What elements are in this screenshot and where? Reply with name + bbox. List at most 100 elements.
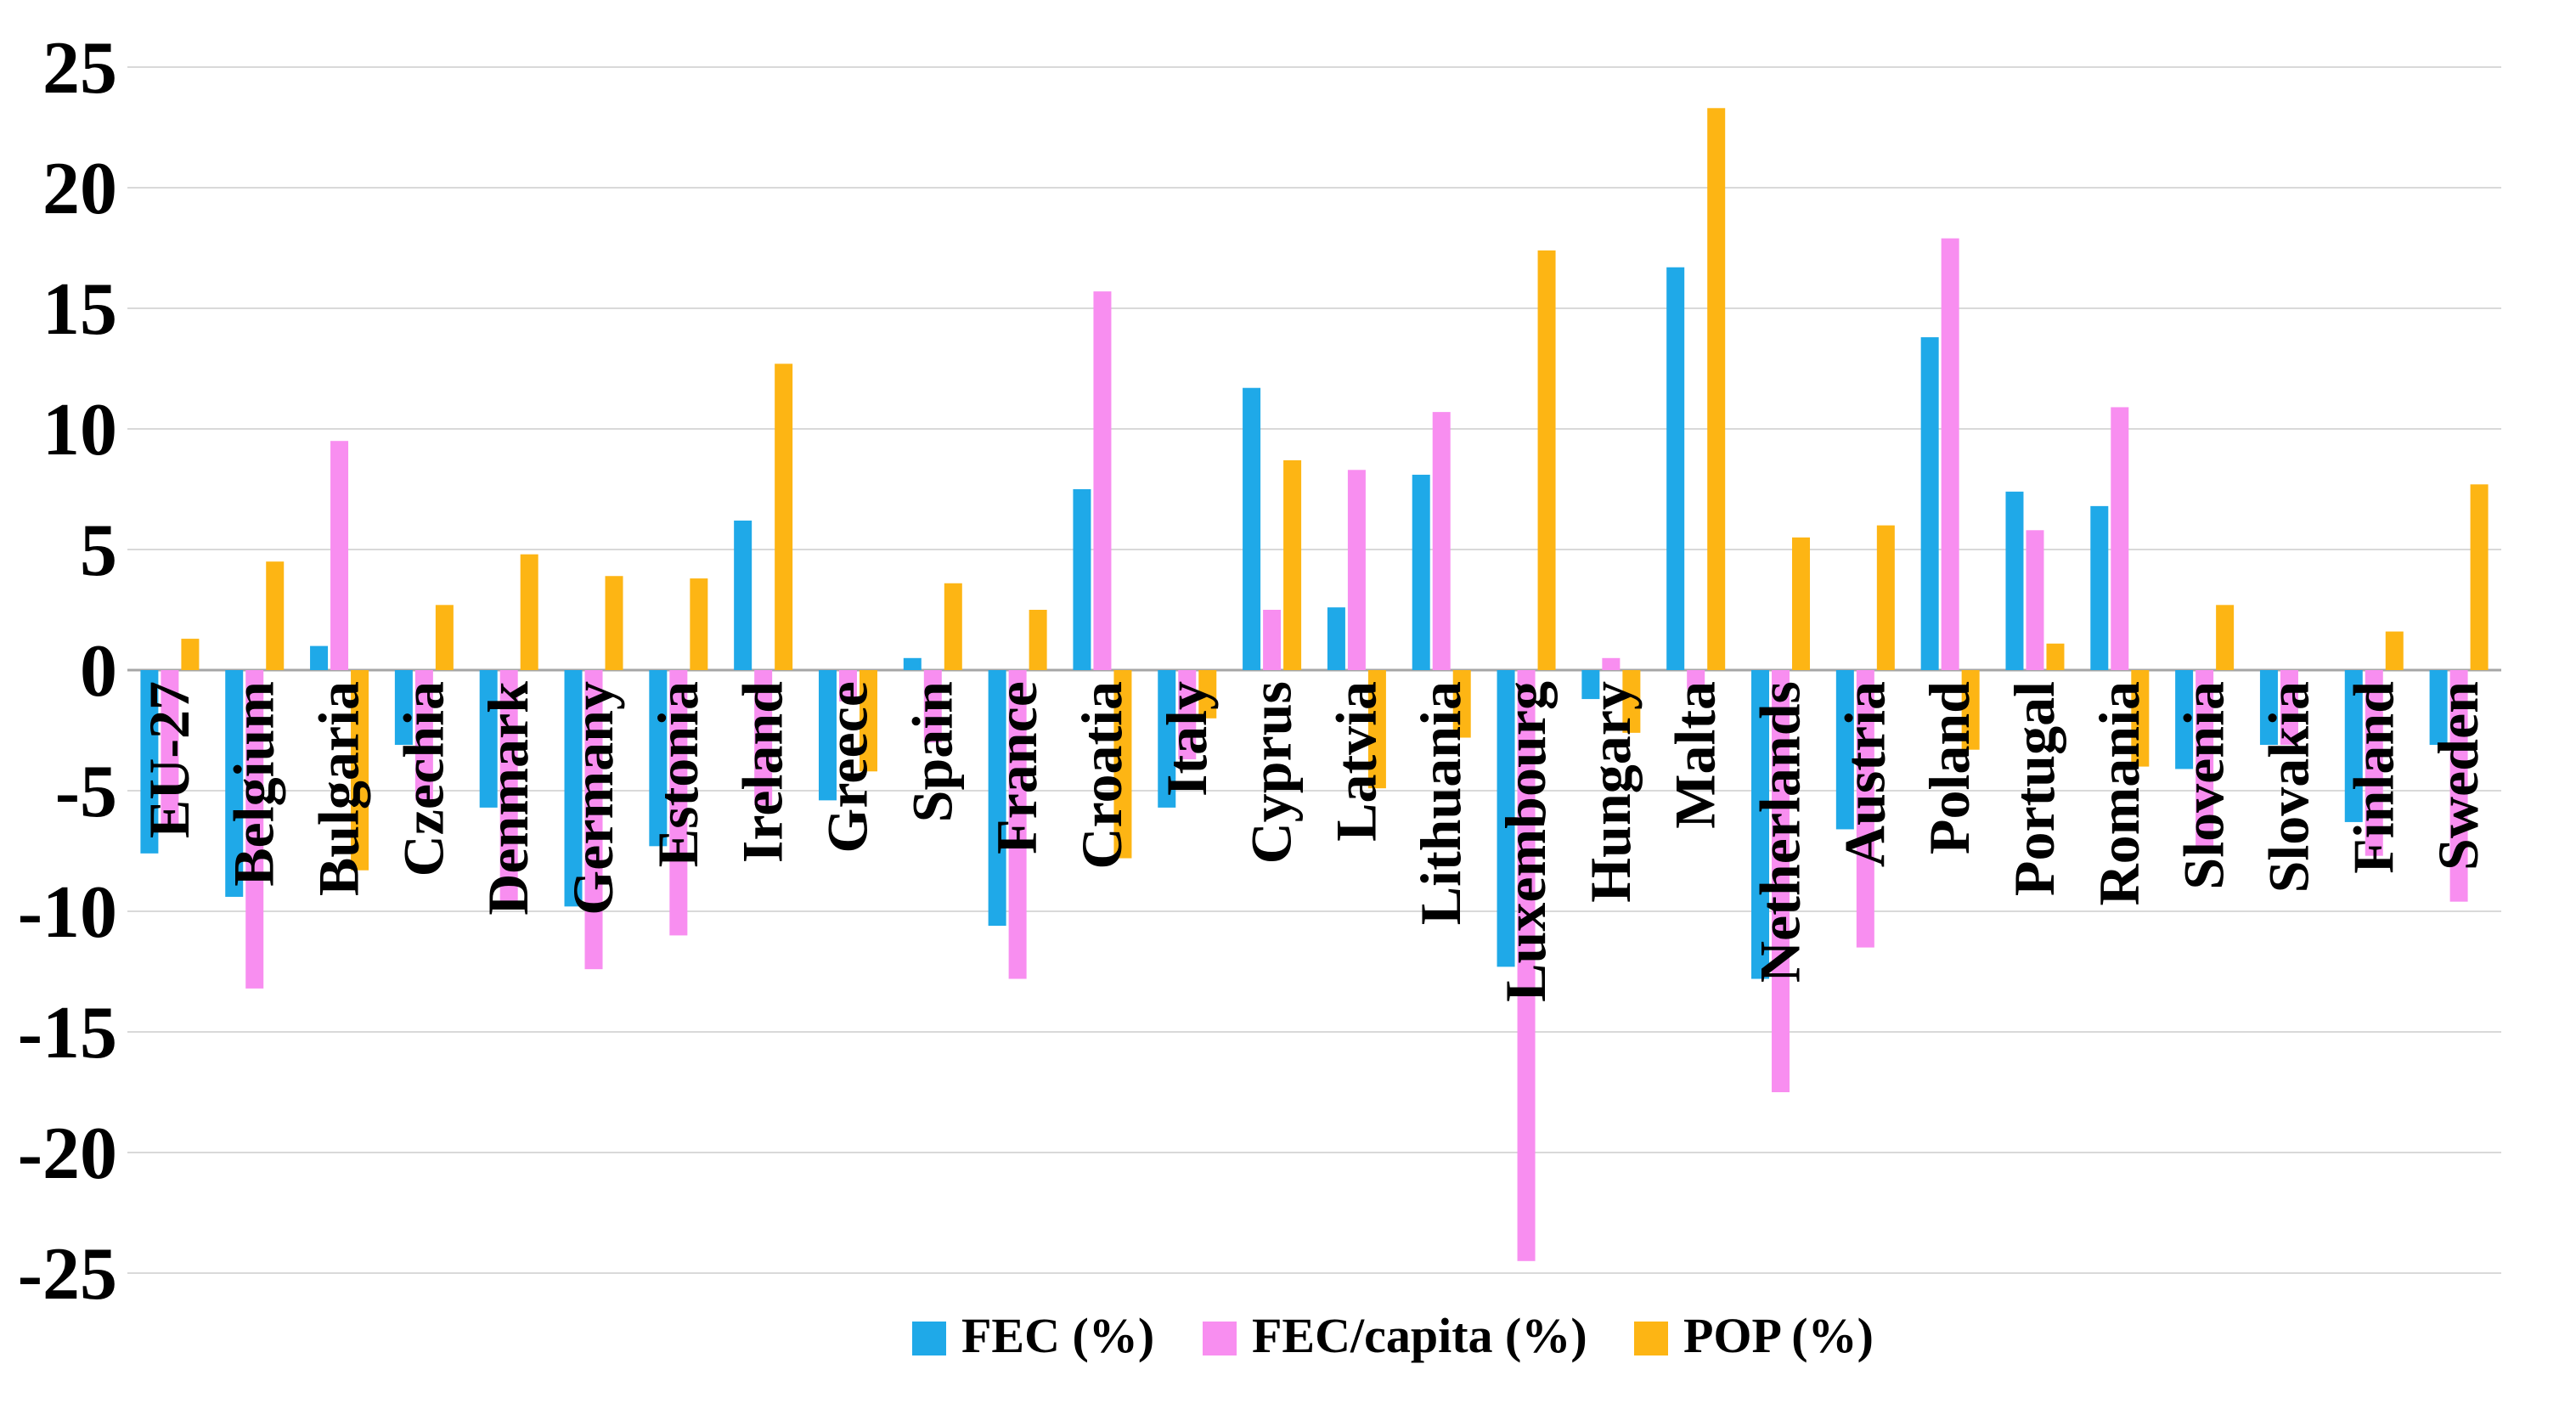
bar-feccapita-bulgaria (330, 441, 349, 670)
x-axis-category-label: Bulgaria (307, 681, 371, 896)
bar-fec-poland (1920, 337, 1939, 670)
bar-feccapita-spain (923, 670, 942, 743)
x-axis-category-label: France (984, 681, 1049, 854)
bar-feccapita-netherlands (1772, 670, 1790, 1092)
bar-pop-romania (2131, 670, 2150, 767)
bar-feccapita-croatia (1093, 291, 1112, 670)
bar-fec-eu-27 (140, 670, 159, 854)
x-axis-category-label: Czechia (391, 681, 455, 876)
bar-fec-bulgaria (310, 645, 329, 670)
bar-feccapita-hungary (1602, 657, 1621, 670)
bar-fec-hungary (1581, 670, 1600, 700)
x-axis-category-label: Malta (1663, 681, 1728, 829)
legend-swatch (1203, 1322, 1237, 1355)
bar-fec-sweden (2429, 670, 2448, 746)
x-axis-category-label: Italy (1154, 681, 1219, 797)
bar-fec-france (988, 670, 1006, 927)
bar-pop-ireland (775, 364, 793, 670)
bar-fec-malta (1666, 267, 1685, 670)
y-axis-tick-label: 20 (42, 148, 117, 230)
bar-feccapita-malta (1687, 670, 1705, 690)
bar-fec-czechia (394, 670, 413, 746)
y-axis-tick-label: -25 (18, 1233, 117, 1316)
bar-fec-cyprus (1243, 387, 1261, 670)
legend-item: POP (%) (1634, 1308, 1874, 1363)
bar-pop-czechia (435, 605, 454, 670)
bar-fec-belgium (225, 670, 244, 897)
bar-pop-cyprus (1283, 459, 1302, 670)
bar-fec-ireland (734, 520, 753, 670)
bar-fec-latvia (1327, 607, 1345, 670)
bar-pop-sweden (2470, 484, 2489, 670)
bar-pop-finland (2385, 631, 2404, 670)
bar-pop-denmark (520, 554, 538, 670)
x-axis-category-label: Austria (1832, 681, 1897, 867)
x-axis-category-label: Romania (2087, 681, 2151, 905)
y-axis-tick-label: 25 (42, 27, 117, 110)
legend-item: FEC (%) (912, 1308, 1154, 1363)
bar-fec-finland (2344, 670, 2363, 822)
bar-feccapita-germany (584, 670, 603, 970)
bar-feccapita-finland (2365, 670, 2383, 856)
bar-pop-lithuania (1452, 670, 1471, 738)
x-axis-category-label: Sweden (2426, 681, 2490, 871)
bar-fec-luxembourg (1497, 670, 1515, 967)
bar-pop-latvia (1367, 670, 1386, 789)
y-axis-tick-label: -20 (18, 1113, 117, 1195)
bar-pop-hungary (1622, 670, 1641, 733)
bar-pop-bulgaria (351, 670, 369, 871)
x-axis-category-label: Greece (815, 681, 879, 854)
bar-pop-netherlands (1792, 537, 1811, 670)
bar-feccapita-latvia (1347, 470, 1366, 670)
x-axis-category-label: Poland (1917, 681, 1981, 854)
x-axis-category-label: Germany (561, 681, 625, 916)
legend-swatch (1634, 1322, 1668, 1355)
y-axis-tick-label: -10 (18, 871, 117, 954)
bar-pop-poland (1961, 670, 1980, 750)
bar-feccapita-greece (838, 670, 857, 702)
bar-fec-italy (1158, 670, 1176, 808)
bar-pop-eu-27 (181, 639, 200, 670)
x-axis-category-label: EU-27 (137, 681, 201, 838)
bar-pop-portugal (2046, 643, 2065, 670)
x-axis-category-label: Ireland (730, 681, 795, 863)
x-axis-category-label: Denmark (476, 681, 540, 916)
bar-feccapita-eu-27 (161, 670, 179, 827)
bar-fec-croatia (1073, 489, 1091, 670)
bar-feccapita-sweden (2449, 670, 2468, 902)
bar-feccapita-denmark (499, 670, 518, 902)
x-axis-category-label: Portugal (2002, 681, 2066, 896)
bar-pop-estonia (690, 578, 708, 670)
bar-pop-france (1029, 610, 1047, 670)
bar-fec-romania (2090, 505, 2109, 670)
legend-label: POP (%) (1683, 1308, 1874, 1363)
bar-feccapita-slovenia (2196, 670, 2214, 847)
legend-item: FEC/capita (%) (1203, 1308, 1587, 1363)
bar-feccapita-portugal (2026, 530, 2044, 670)
bar-fec-slovakia (2259, 670, 2278, 746)
bar-pop-malta (1707, 108, 1726, 670)
bar-pop-greece (859, 670, 877, 772)
bar-feccapita-france (1008, 670, 1027, 979)
x-axis-category-label: Latvia (1323, 681, 1388, 842)
bar-feccapita-luxembourg (1517, 670, 1536, 1261)
bar-fec-spain (903, 657, 922, 670)
bar-feccapita-romania (2111, 407, 2129, 670)
x-axis-category-label: Slovenia (2172, 681, 2236, 890)
bar-feccapita-poland (1941, 238, 1959, 670)
bar-pop-slovenia (2216, 605, 2235, 670)
bar-fec-lithuania (1412, 474, 1430, 670)
bar-pop-germany (605, 576, 623, 670)
x-axis-category-label: Cyprus (1239, 681, 1304, 864)
bar-feccapita-cyprus (1263, 610, 1282, 670)
y-axis-tick-label: -15 (18, 992, 117, 1074)
bar-fec-greece (818, 670, 837, 801)
bar-feccapita-czechia (414, 670, 433, 801)
bar-pop-austria (1876, 525, 1895, 670)
x-axis-category-label: Finland (2341, 681, 2405, 874)
bar-fec-germany (564, 670, 583, 907)
x-axis-category-label: Lithuania (1408, 681, 1473, 925)
